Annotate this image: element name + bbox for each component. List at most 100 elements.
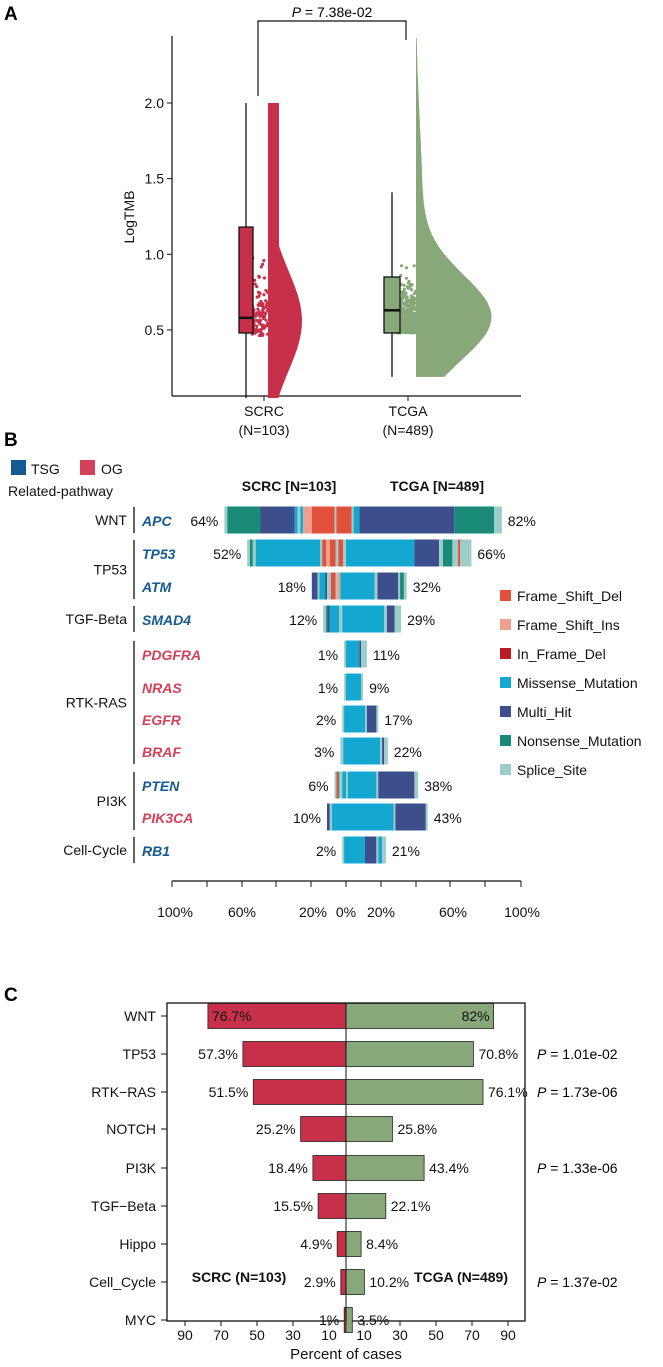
bar-scrc: [312, 1155, 347, 1181]
bar-segment-tcga: [425, 803, 428, 831]
bar-segment-scrc: [252, 539, 256, 567]
category-label: Hippo: [119, 1236, 156, 1252]
scrc-value-label: 51.5%: [209, 1084, 249, 1100]
bar-segment-tcga: [353, 506, 360, 534]
variant-legend-label: Frame_Shift_Ins: [517, 617, 620, 633]
bar-segment-tcga: [382, 836, 386, 864]
data-point: [259, 299, 263, 304]
data-point: [405, 310, 409, 314]
pvalue-label: P = 1.33e-06: [537, 1160, 618, 1176]
x-tick-label-c: 10: [356, 1327, 372, 1343]
tcga-pct-label: 21%: [392, 843, 420, 859]
pathway-label: TP53: [94, 562, 128, 578]
variant-swatch: [500, 590, 511, 601]
scrc-pct-label: 52%: [213, 546, 241, 562]
x-tick-label-b: 100%: [504, 904, 540, 920]
data-point: [266, 290, 270, 295]
data-point: [261, 333, 265, 337]
tcga-value-label: 8.4%: [366, 1236, 398, 1252]
scrc-value-label: 1%: [319, 1312, 339, 1328]
data-point: [402, 283, 406, 287]
category-label: TGF−Beta: [91, 1198, 156, 1214]
tcga-pct-label: 38%: [424, 778, 452, 794]
bar-tcga: [345, 1041, 474, 1067]
x-axis-label-c: Percent of cases: [290, 1346, 402, 1362]
bar-scrc: [340, 1269, 347, 1295]
bar-segment-tcga: [346, 572, 375, 600]
x-tick-label-b: 20%: [367, 904, 395, 920]
scrc-value-label: 18.4%: [268, 1160, 308, 1176]
data-point: [264, 299, 268, 303]
scrc-pct-label: 1%: [318, 647, 338, 663]
data-point: [257, 275, 261, 279]
y-tick-label: 2.0: [145, 95, 165, 111]
bar-segment-scrc: [322, 539, 326, 567]
data-point: [399, 264, 404, 268]
tcga-pct-label: 17%: [384, 712, 412, 728]
data-point: [402, 301, 406, 305]
variant-legend-label: Missense_Mutation: [517, 675, 638, 691]
bar-segment-scrc: [338, 539, 344, 567]
bar-segment-scrc: [342, 605, 346, 633]
gene-label-egfr: EGFR: [142, 712, 182, 728]
bar-tcga: [345, 1231, 362, 1257]
bar-segment-tcga: [365, 836, 377, 864]
data-point: [255, 324, 259, 328]
data-point: [266, 323, 270, 327]
bar-segment-scrc: [319, 572, 326, 600]
scrc-value-label: 25.2%: [256, 1121, 296, 1137]
scrc-value-label: 76.7%: [212, 1008, 252, 1024]
legend-label-tsg: TSG: [31, 461, 60, 477]
box-tcga: [383, 276, 401, 334]
pvalue-a: P = 7.38e-02: [292, 4, 373, 20]
tcga-value-label: 82%: [462, 1008, 490, 1024]
x-tick-label-c: 90: [500, 1327, 516, 1343]
x-tick-label-c: 50: [428, 1327, 444, 1343]
data-point: [414, 301, 418, 305]
x-tick-label-b: 20%: [299, 904, 327, 920]
scrc-pct-label: 1%: [318, 680, 338, 696]
bar-tcga: [345, 1269, 365, 1295]
legend-label-og: OG: [101, 461, 123, 477]
bar-segment-tcga: [346, 640, 360, 668]
bar-segment-tcga: [365, 705, 367, 733]
data-point: [261, 323, 265, 327]
x-tick-sublabel: (N=103): [239, 422, 290, 438]
y-axis-label: LogTMB: [121, 191, 137, 244]
data-point: [413, 290, 418, 294]
bar-scrc: [242, 1041, 347, 1067]
bar-segment-scrc: [343, 539, 346, 567]
data-point: [258, 303, 262, 307]
data-point: [405, 266, 409, 270]
bar-segment-tcga: [414, 539, 440, 567]
data-point: [256, 312, 260, 316]
data-point: [256, 307, 260, 311]
gene-label-braf: BRAF: [142, 744, 181, 760]
category-label: PI3K: [126, 1160, 157, 1176]
data-point: [255, 285, 259, 289]
scrc-value-label: 15.5%: [273, 1198, 313, 1214]
bar-tcga: [345, 1116, 393, 1142]
bar-segment-tcga: [454, 506, 495, 534]
bar-segment-tcga: [351, 506, 354, 534]
bar-segment-scrc: [340, 737, 344, 765]
data-point: [259, 331, 263, 335]
bar-segment-tcga: [366, 705, 377, 733]
bar-segment-scrc: [335, 539, 339, 567]
tcga-pct-label: 9%: [369, 680, 389, 696]
bar-segment-scrc: [344, 836, 346, 864]
bar-segment-tcga: [346, 737, 381, 765]
bar-segment-scrc: [340, 572, 346, 600]
scrc-pct-label: 6%: [308, 778, 328, 794]
scrc-pct-label: 10%: [293, 810, 321, 826]
data-point: [264, 288, 268, 293]
gene-label-tp53: TP53: [142, 546, 176, 562]
pathway-label: WNT: [95, 512, 127, 528]
bar-segment-scrc: [260, 506, 295, 534]
data-point: [410, 320, 414, 324]
bar-segment-scrc: [255, 539, 321, 567]
data-point: [406, 281, 410, 285]
bar-segment-tcga: [384, 605, 387, 633]
bar-segment-scrc: [311, 572, 318, 600]
